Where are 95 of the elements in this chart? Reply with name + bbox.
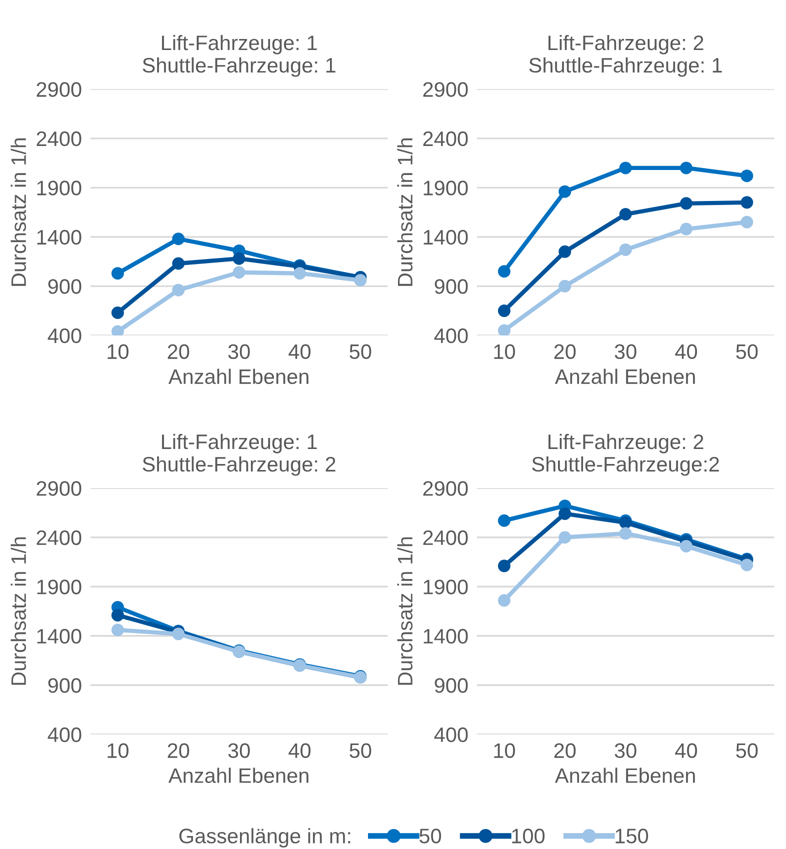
point bbox=[619, 208, 632, 221]
y-tick-label: 900 bbox=[48, 279, 82, 294]
x-tick-label: 40 bbox=[675, 344, 697, 360]
x-tick-label: 10 bbox=[108, 344, 128, 360]
y-tick-label: 2900 bbox=[36, 82, 82, 97]
y-tick-label: 900 bbox=[48, 678, 82, 693]
x-axis-title: Anzahl Ebenen bbox=[554, 768, 695, 783]
y-tick-label: 2900 bbox=[36, 481, 82, 496]
point bbox=[498, 514, 510, 527]
point bbox=[172, 257, 185, 270]
x-tick-label: 50 bbox=[350, 743, 372, 758]
point bbox=[498, 560, 510, 572]
point bbox=[172, 284, 185, 296]
y-axis-title: Durchsatz in 1/h bbox=[397, 537, 413, 685]
point bbox=[680, 162, 692, 174]
point bbox=[680, 222, 692, 236]
point bbox=[740, 558, 754, 572]
y-tick-label: 1400 bbox=[424, 230, 468, 245]
x-tick-label: 20 bbox=[168, 743, 190, 758]
x-axis-title: Anzahl Ebenen bbox=[554, 368, 695, 384]
y-tick-label: 400 bbox=[48, 328, 82, 344]
y-tick-label: 1900 bbox=[424, 180, 468, 196]
x-tick-label: 30 bbox=[228, 743, 250, 758]
point bbox=[558, 280, 572, 292]
y-tick-label: 2900 bbox=[423, 82, 468, 97]
y-tick-label: 1400 bbox=[424, 628, 468, 644]
point bbox=[111, 608, 124, 622]
y-tick-label: 2400 bbox=[36, 530, 82, 546]
x-tick-label: 40 bbox=[288, 344, 310, 360]
x-tick-label: 30 bbox=[614, 344, 636, 360]
point bbox=[740, 196, 754, 209]
y-tick-label: 2400 bbox=[36, 131, 82, 146]
point bbox=[680, 197, 692, 210]
y-axis-title: Durchsatz in 1/h bbox=[10, 138, 26, 286]
legend-title: Gassenlänge in m: bbox=[179, 828, 350, 848]
x-axis-title: Anzahl Ebenen bbox=[168, 368, 308, 384]
point bbox=[558, 185, 572, 198]
legend-label: 100 bbox=[512, 828, 545, 844]
legend-label: 50 bbox=[420, 828, 442, 844]
x-axis-title: Anzahl Ebenen bbox=[168, 768, 308, 783]
y-tick-label: 2400 bbox=[423, 530, 468, 546]
y-tick-label: 400 bbox=[48, 727, 82, 742]
x-tick-label: 20 bbox=[168, 344, 190, 360]
chart-title: Lift-Fahrzeuge: 2 Shuttle-Fahrzeuge: 1 bbox=[529, 34, 722, 77]
y-tick-label: 400 bbox=[434, 328, 468, 344]
point bbox=[498, 265, 510, 278]
y-tick-label: 1400 bbox=[37, 230, 82, 245]
y-axis-title: Durchsatz in 1/h bbox=[10, 537, 26, 685]
point bbox=[740, 170, 754, 182]
point bbox=[232, 252, 246, 265]
y-tick-label: 400 bbox=[434, 727, 468, 742]
y-tick-label: 2900 bbox=[423, 481, 468, 496]
x-tick-label: 30 bbox=[228, 344, 250, 360]
y-tick-label: 2400 bbox=[423, 131, 468, 146]
x-tick-label: 10 bbox=[108, 743, 128, 758]
y-axis-title: Durchsatz in 1/h bbox=[397, 138, 413, 286]
x-tick-label: 50 bbox=[350, 344, 372, 360]
y-tick-label: 900 bbox=[434, 678, 468, 693]
point bbox=[619, 243, 632, 256]
chart-title: Lift-Fahrzeuge: 1 Shuttle-Fahrzeuge: 1 bbox=[142, 34, 336, 77]
point bbox=[232, 266, 246, 279]
y-tick-label: 900 bbox=[434, 279, 468, 294]
x-tick-label: 50 bbox=[736, 743, 758, 758]
y-tick-label: 1400 bbox=[37, 628, 82, 644]
point bbox=[740, 216, 754, 228]
chart-title: Lift-Fahrzeuge: 1 Shuttle-Fahrzeuge: 2 bbox=[142, 434, 336, 476]
point bbox=[354, 274, 367, 287]
point bbox=[558, 507, 572, 520]
point bbox=[498, 594, 510, 607]
x-tick-label: 20 bbox=[554, 743, 576, 758]
x-tick-label: 40 bbox=[288, 743, 310, 758]
y-tick-label: 1900 bbox=[37, 580, 82, 594]
point bbox=[558, 531, 572, 544]
point bbox=[680, 540, 692, 552]
point bbox=[111, 267, 124, 280]
x-tick-label: 30 bbox=[614, 743, 636, 758]
x-tick-label: 40 bbox=[675, 743, 697, 758]
point bbox=[111, 325, 124, 336]
point bbox=[498, 324, 510, 336]
y-tick-label: 1900 bbox=[37, 180, 82, 196]
x-tick-label: 20 bbox=[554, 344, 576, 360]
point bbox=[619, 162, 632, 174]
x-tick-label: 50 bbox=[736, 344, 758, 360]
point bbox=[558, 245, 572, 258]
point bbox=[172, 232, 185, 246]
point bbox=[498, 304, 510, 318]
point bbox=[111, 624, 124, 636]
y-tick-label: 1900 bbox=[424, 580, 468, 594]
chart-title: Lift-Fahrzeuge: 2 Shuttle-Fahrzeuge:2 bbox=[532, 434, 719, 476]
point bbox=[111, 306, 124, 320]
point bbox=[293, 267, 306, 280]
x-tick-label: 10 bbox=[494, 743, 515, 758]
point bbox=[619, 527, 632, 540]
x-tick-label: 10 bbox=[494, 344, 515, 360]
legend-label: 150 bbox=[616, 828, 648, 844]
